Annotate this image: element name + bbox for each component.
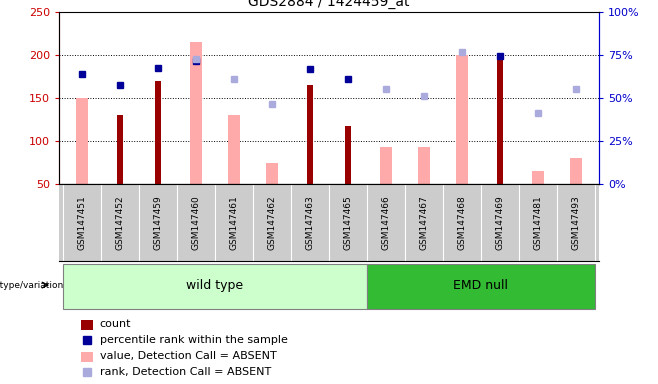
Bar: [380, 147, 392, 184]
Bar: [228, 115, 240, 184]
Text: GSM147465: GSM147465: [343, 195, 353, 250]
Text: GSM147460: GSM147460: [191, 195, 201, 250]
Text: count: count: [100, 319, 131, 329]
Text: GSM147466: GSM147466: [382, 195, 390, 250]
Text: rank, Detection Call = ABSENT: rank, Detection Call = ABSENT: [100, 367, 271, 377]
Bar: [367, 264, 595, 309]
Bar: [266, 163, 278, 184]
Text: percentile rank within the sample: percentile rank within the sample: [100, 335, 288, 345]
Text: GSM147462: GSM147462: [268, 195, 276, 250]
Bar: [155, 81, 161, 184]
Bar: [81, 320, 93, 330]
Text: GSM147461: GSM147461: [230, 195, 238, 250]
Bar: [81, 352, 93, 362]
Bar: [570, 158, 582, 184]
Text: GSM147463: GSM147463: [305, 195, 315, 250]
Bar: [190, 42, 202, 184]
Bar: [418, 147, 430, 184]
Text: EMD null: EMD null: [453, 278, 509, 291]
Text: GSM147493: GSM147493: [572, 195, 580, 250]
Text: value, Detection Call = ABSENT: value, Detection Call = ABSENT: [100, 351, 276, 361]
Text: GSM147467: GSM147467: [420, 195, 428, 250]
Text: GSM147468: GSM147468: [457, 195, 467, 250]
Text: GSM147451: GSM147451: [78, 195, 86, 250]
Title: GDS2884 / 1424459_at: GDS2884 / 1424459_at: [248, 0, 410, 9]
Text: GSM147481: GSM147481: [534, 195, 542, 250]
Bar: [307, 85, 313, 184]
Bar: [456, 55, 468, 184]
Text: GSM147469: GSM147469: [495, 195, 505, 250]
Bar: [63, 264, 367, 309]
Bar: [117, 115, 123, 184]
Bar: [76, 98, 88, 184]
Text: GSM147452: GSM147452: [116, 195, 124, 250]
Text: GSM147459: GSM147459: [153, 195, 163, 250]
Bar: [497, 55, 503, 184]
Text: wild type: wild type: [186, 278, 243, 291]
Text: genotype/variation: genotype/variation: [0, 281, 64, 290]
Bar: [345, 126, 351, 184]
Bar: [532, 171, 544, 184]
